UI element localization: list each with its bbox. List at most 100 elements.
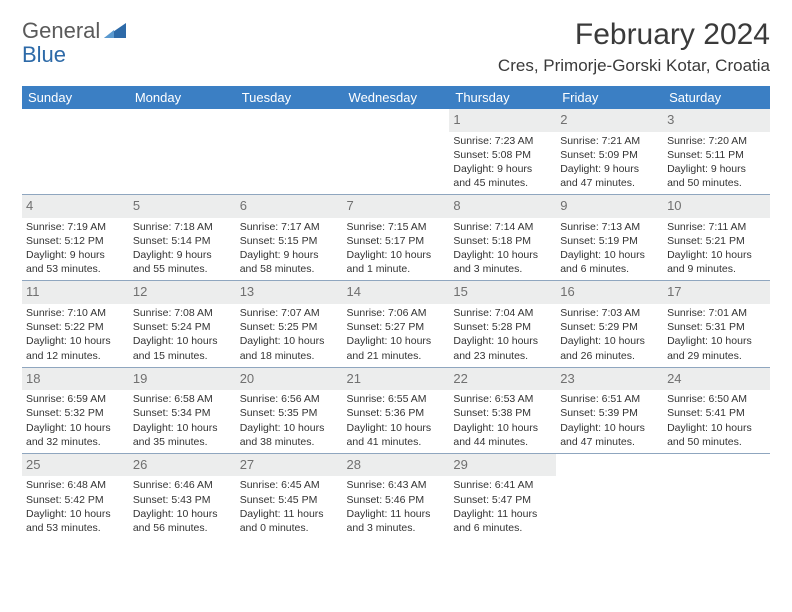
day-cell: 15Sunrise: 7:04 AMSunset: 5:28 PMDayligh… [449, 281, 556, 367]
month-title: February 2024 [498, 18, 770, 52]
location-text: Cres, Primorje-Gorski Kotar, Croatia [498, 56, 770, 76]
day-cell: 17 Sunrise: 7:01 AMSunset: 5:31 PMDayligh… [663, 281, 770, 367]
day-cell: 18Sunrise: 6:59 AMSunset: 5:32 PMDayligh… [22, 368, 129, 454]
day-details: Sunrise: 7:06 AMSunset: 5:27 PMDaylight:… [347, 306, 446, 363]
daylight-text: Daylight: 10 hours and 9 minutes. [667, 248, 766, 276]
day-cell: 22Sunrise: 6:53 AMSunset: 5:38 PMDayligh… [449, 368, 556, 454]
day-details: Sunrise: 7:20 AMSunset: 5:11 PMDaylight:… [667, 134, 766, 191]
day-details: Sunrise: 6:43 AMSunset: 5:46 PMDaylight:… [347, 478, 446, 535]
week-row: 11Sunrise: 7:10 AMSunset: 5:22 PMDayligh… [22, 281, 770, 367]
calendar-table: Sunday Monday Tuesday Wednesday Thursday… [22, 86, 770, 539]
day-cell [129, 109, 236, 195]
day-cell: 26Sunrise: 6:46 AMSunset: 5:43 PMDayligh… [129, 454, 236, 539]
daylight-text: Daylight: 9 hours and 47 minutes. [560, 162, 659, 190]
sunrise-text: Sunrise: 7:01 AM [667, 306, 766, 320]
brand-word2: Blue [22, 42, 66, 67]
day-details: Sunrise: 6:48 AMSunset: 5:42 PMDaylight:… [26, 478, 125, 535]
weekday-header: Sunday [22, 86, 129, 109]
day-number: 12 [133, 283, 232, 301]
day-details: Sunrise: 7:19 AMSunset: 5:12 PMDaylight:… [26, 220, 125, 277]
sunrise-text: Sunrise: 7:18 AM [133, 220, 232, 234]
daylight-text: Daylight: 10 hours and 56 minutes. [133, 507, 232, 535]
weekday-header: Tuesday [236, 86, 343, 109]
sunset-text: Sunset: 5:46 PM [347, 493, 446, 507]
sunrise-text: Sunrise: 7:14 AM [453, 220, 552, 234]
day-number: 16 [560, 283, 659, 301]
sunset-text: Sunset: 5:25 PM [240, 320, 339, 334]
sunrise-text: Sunrise: 6:51 AM [560, 392, 659, 406]
sunset-text: Sunset: 5:27 PM [347, 320, 446, 334]
day-number: 6 [240, 197, 339, 215]
sunset-text: Sunset: 5:43 PM [133, 493, 232, 507]
day-cell: 8Sunrise: 7:14 AMSunset: 5:18 PMDaylight… [449, 195, 556, 281]
daylight-text: Daylight: 10 hours and 21 minutes. [347, 334, 446, 362]
week-row: 25Sunrise: 6:48 AMSunset: 5:42 PMDayligh… [22, 454, 770, 539]
day-details: Sunrise: 7:10 AMSunset: 5:22 PMDaylight:… [26, 306, 125, 363]
sunset-text: Sunset: 5:11 PM [667, 148, 766, 162]
week-row: 1Sunrise: 7:23 AMSunset: 5:08 PMDaylight… [22, 109, 770, 195]
day-number: 14 [347, 283, 446, 301]
day-details: Sunrise: 7:11 AMSunset: 5:21 PMDaylight:… [667, 220, 766, 277]
sunset-text: Sunset: 5:28 PM [453, 320, 552, 334]
calendar-head: Sunday Monday Tuesday Wednesday Thursday… [22, 86, 770, 109]
sunrise-text: Sunrise: 6:48 AM [26, 478, 125, 492]
day-number: 24 [667, 370, 766, 388]
day-number: 1 [453, 111, 552, 129]
daylight-text: Daylight: 10 hours and 18 minutes. [240, 334, 339, 362]
day-cell: 19Sunrise: 6:58 AMSunset: 5:34 PMDayligh… [129, 368, 236, 454]
sunset-text: Sunset: 5:21 PM [667, 234, 766, 248]
sunrise-text: Sunrise: 6:43 AM [347, 478, 446, 492]
daylight-text: Daylight: 10 hours and 29 minutes. [667, 334, 766, 362]
day-cell [22, 109, 129, 195]
day-details: Sunrise: 7:14 AMSunset: 5:18 PMDaylight:… [453, 220, 552, 277]
title-block: February 2024 Cres, Primorje-Gorski Kota… [498, 18, 770, 76]
day-number: 17 [667, 283, 766, 301]
weekday-header: Friday [556, 86, 663, 109]
weekday-row: Sunday Monday Tuesday Wednesday Thursday… [22, 86, 770, 109]
day-number: 5 [133, 197, 232, 215]
day-number: 18 [26, 370, 125, 388]
day-details: Sunrise: 6:55 AMSunset: 5:36 PMDaylight:… [347, 392, 446, 449]
sunset-text: Sunset: 5:29 PM [560, 320, 659, 334]
daylight-text: Daylight: 10 hours and 26 minutes. [560, 334, 659, 362]
day-details: Sunrise: 6:58 AMSunset: 5:34 PMDaylight:… [133, 392, 232, 449]
day-cell: 24Sunrise: 6:50 AMSunset: 5:41 PMDayligh… [663, 368, 770, 454]
week-row: 18Sunrise: 6:59 AMSunset: 5:32 PMDayligh… [22, 368, 770, 454]
day-number: 13 [240, 283, 339, 301]
day-cell [343, 109, 450, 195]
brand-word1: General [22, 18, 100, 44]
sunset-text: Sunset: 5:19 PM [560, 234, 659, 248]
week-row: 4 Sunrise: 7:19 AMSunset: 5:12 PMDaylight… [22, 195, 770, 281]
sunset-text: Sunset: 5:32 PM [26, 406, 125, 420]
daylight-text: Daylight: 10 hours and 1 minute. [347, 248, 446, 276]
day-number: 22 [453, 370, 552, 388]
sunset-text: Sunset: 5:09 PM [560, 148, 659, 162]
weekday-header: Wednesday [343, 86, 450, 109]
day-details: Sunrise: 6:45 AMSunset: 5:45 PMDaylight:… [240, 478, 339, 535]
day-cell: 5Sunrise: 7:18 AMSunset: 5:14 PMDaylight… [129, 195, 236, 281]
day-cell: 14 Sunrise: 7:06 AMSunset: 5:27 PMDayligh… [343, 281, 450, 367]
sunset-text: Sunset: 5:08 PM [453, 148, 552, 162]
sunrise-text: Sunrise: 7:17 AM [240, 220, 339, 234]
sunrise-text: Sunrise: 7:13 AM [560, 220, 659, 234]
day-cell [556, 454, 663, 539]
day-cell: 4 Sunrise: 7:19 AMSunset: 5:12 PMDaylight… [22, 195, 129, 281]
daylight-text: Daylight: 11 hours and 0 minutes. [240, 507, 339, 535]
day-number: 21 [347, 370, 446, 388]
daylight-text: Daylight: 10 hours and 12 minutes. [26, 334, 125, 362]
day-cell: 12Sunrise: 7:08 AMSunset: 5:24 PMDayligh… [129, 281, 236, 367]
day-cell: 7Sunrise: 7:15 AMSunset: 5:17 PMDaylight… [343, 195, 450, 281]
brand-word2-wrap: Blue [22, 42, 66, 68]
sunrise-text: Sunrise: 6:45 AM [240, 478, 339, 492]
sunrise-text: Sunrise: 6:55 AM [347, 392, 446, 406]
calendar-body: 1Sunrise: 7:23 AMSunset: 5:08 PMDaylight… [22, 109, 770, 539]
day-number: 4 [26, 197, 125, 215]
day-number: 2 [560, 111, 659, 129]
daylight-text: Daylight: 9 hours and 50 minutes. [667, 162, 766, 190]
day-details: Sunrise: 7:07 AMSunset: 5:25 PMDaylight:… [240, 306, 339, 363]
sunset-text: Sunset: 5:31 PM [667, 320, 766, 334]
sunrise-text: Sunrise: 7:15 AM [347, 220, 446, 234]
day-cell: 3Sunrise: 7:20 AMSunset: 5:11 PMDaylight… [663, 109, 770, 195]
sunset-text: Sunset: 5:36 PM [347, 406, 446, 420]
day-cell: 16Sunrise: 7:03 AMSunset: 5:29 PMDayligh… [556, 281, 663, 367]
